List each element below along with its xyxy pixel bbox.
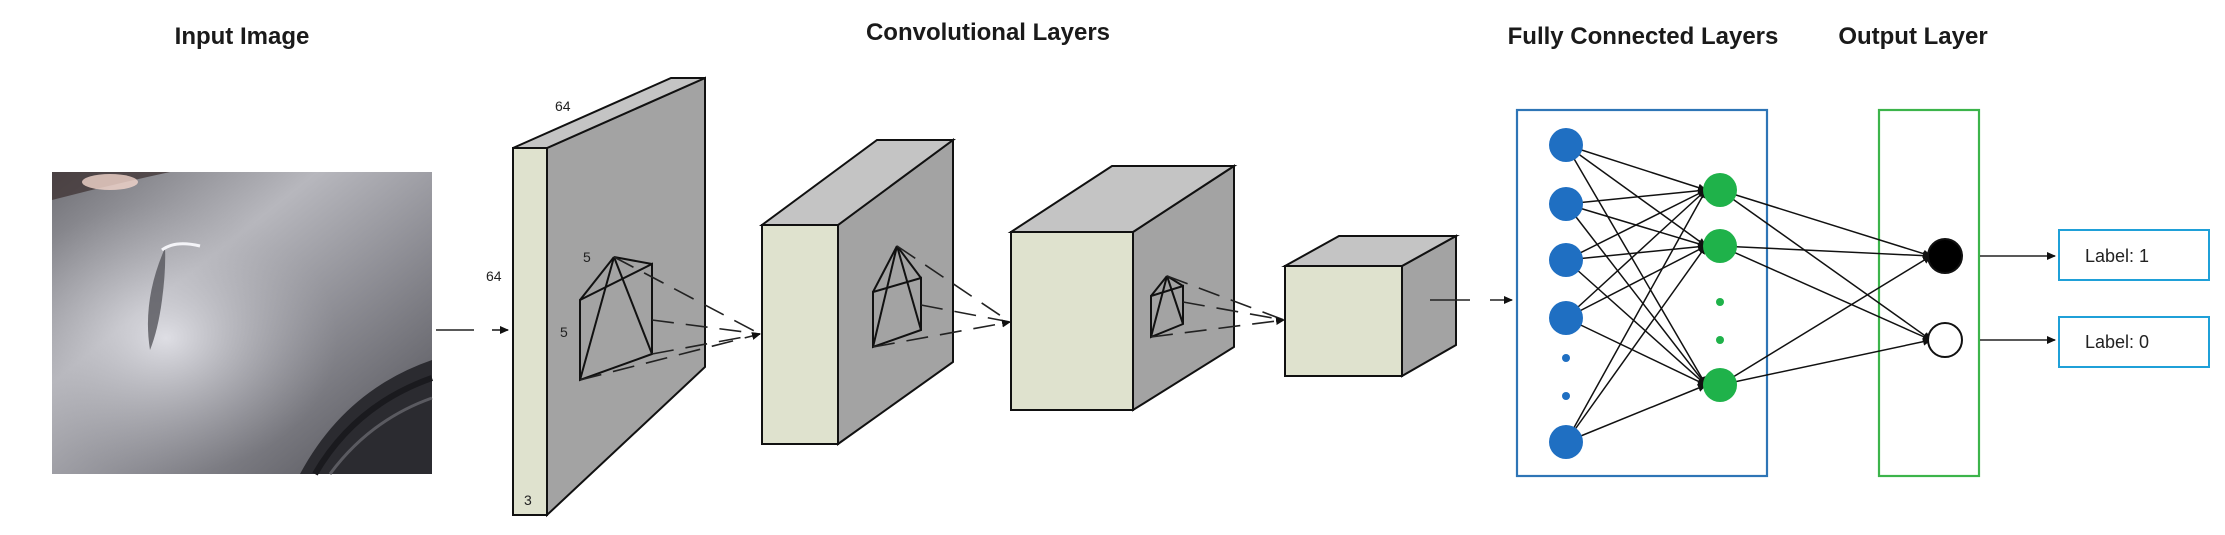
output-node-0: [1927, 322, 1963, 358]
conv-volume-1: [512, 76, 761, 518]
fc-edge: [1565, 144, 1707, 192]
input-node: [1549, 187, 1583, 221]
conv-volume-2: [758, 138, 1011, 446]
conv-volume-3: [1007, 164, 1285, 412]
fc-edge: [1565, 144, 1707, 386]
input-image: [52, 172, 433, 476]
fc-edge: [1565, 189, 1707, 319]
fc-edge: [1565, 189, 1707, 443]
output-layer-box: [1877, 108, 1981, 478]
dim-depth-label: 3: [524, 492, 532, 508]
fc-edge: [1565, 245, 1707, 443]
fc-edge: [1565, 189, 1707, 261]
output-label-0: Label: 0: [2085, 332, 2149, 352]
input-ellipsis-dot: [1562, 354, 1570, 362]
fc-edge: [1719, 245, 1932, 341]
hidden-node: [1703, 368, 1737, 402]
fc-edge: [1565, 203, 1707, 386]
output-node-1: [1927, 238, 1963, 274]
fc-edge: [1719, 189, 1932, 258]
input-node: [1549, 128, 1583, 162]
fc-edge: [1565, 186, 1707, 205]
fc-edge: [1719, 245, 1932, 260]
fc-edge: [1565, 384, 1707, 443]
output-label-0-box: [2058, 316, 2210, 368]
hidden-node: [1703, 173, 1737, 207]
fully-connected-box: [1515, 108, 1769, 478]
heading-convolutional-layers: Convolutional Layers: [866, 19, 1110, 46]
hidden-node: [1703, 229, 1737, 263]
fc-edge: [1719, 255, 1932, 386]
input-ellipsis-dot: [1562, 392, 1570, 400]
fc-edge: [1565, 144, 1707, 247]
kernel-width-label: 5: [583, 249, 591, 265]
hidden-ellipsis-dot: [1716, 298, 1724, 306]
fc-edge: [1719, 189, 1932, 341]
input-node: [1549, 301, 1583, 335]
fc-nodes: [1549, 128, 1963, 459]
hidden-ellipsis-dot: [1716, 336, 1724, 344]
conv-volume-4: [1281, 234, 1460, 378]
output-label-1-box: [2058, 229, 2210, 281]
kernel-height-label: 5: [560, 324, 568, 340]
fc-connections: [1565, 144, 1932, 443]
dim-height-label: 64: [486, 268, 502, 284]
fc-edge: [1719, 337, 1932, 386]
input-node: [1549, 243, 1583, 277]
heading-output-layer: Output Layer: [1838, 23, 1987, 50]
fc-edge: [1565, 245, 1707, 319]
fc-edge: [1565, 259, 1707, 386]
fc-edge: [1565, 317, 1707, 386]
output-label-1: Label: 1: [2085, 246, 2149, 266]
heading-input-image: Input Image: [175, 23, 310, 50]
dim-width-label: 64: [555, 98, 571, 114]
input-node: [1549, 425, 1583, 459]
heading-fully-connected-layers: Fully Connected Layers: [1508, 23, 1779, 50]
